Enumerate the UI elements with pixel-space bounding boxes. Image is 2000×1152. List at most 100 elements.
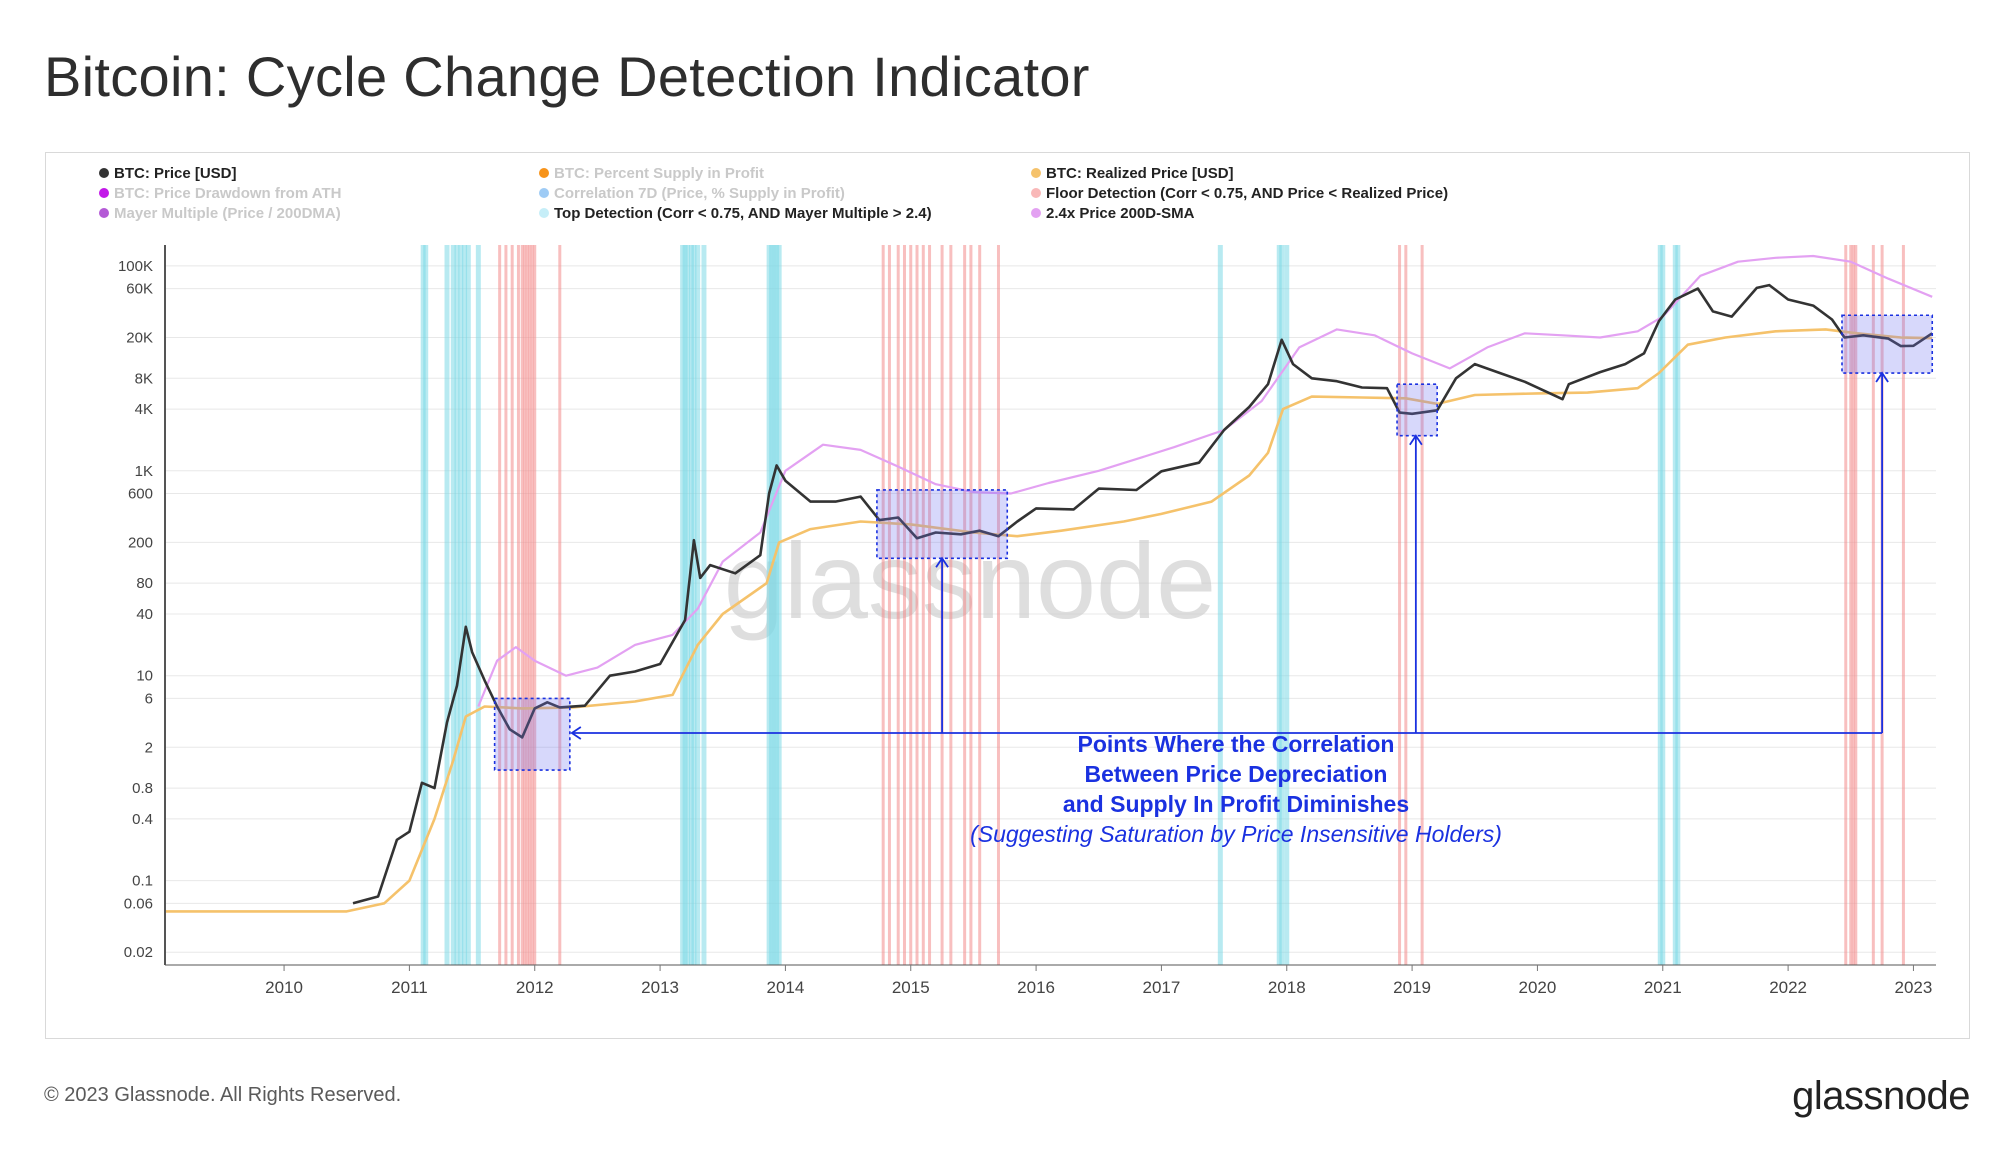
legend-dot <box>99 168 109 178</box>
top-detection-band <box>766 245 772 965</box>
floor-detection-band <box>498 245 502 965</box>
legend-dot <box>99 208 109 218</box>
floor-detection-band <box>1849 245 1853 965</box>
floor-detection-band <box>996 245 1000 965</box>
legend-label: Mayer Multiple (Price / 200DMA) <box>114 205 341 222</box>
y-tick-label: 60K <box>126 281 153 298</box>
x-tick-label: 2015 <box>892 978 930 997</box>
x-tick-label: 2012 <box>516 978 554 997</box>
legend-dot <box>539 208 549 218</box>
y-tick-label: 0.4 <box>132 811 153 828</box>
top-detection-band <box>691 245 697 965</box>
y-tick-label: 200 <box>128 534 153 551</box>
highlight-box <box>876 489 1009 560</box>
highlight-box <box>493 697 571 771</box>
floor-detection-band <box>1398 245 1402 965</box>
top-detection-band <box>458 245 464 965</box>
floor-detection-band <box>1901 245 1905 965</box>
x-tick-label: 2023 <box>1895 978 1933 997</box>
x-tick-label: 2020 <box>1519 978 1557 997</box>
floor-detection-band <box>921 245 925 965</box>
floor-detection-band <box>510 245 514 965</box>
top-detection-band <box>1675 245 1681 965</box>
top-detection-band <box>423 245 429 965</box>
series-btc-price-usd- <box>352 283 1933 905</box>
floor-detection-band <box>504 245 508 965</box>
annotation-line-2: Between Price Depreciation <box>1085 761 1388 787</box>
x-tick-label: 2017 <box>1143 978 1181 997</box>
floor-detection-band <box>949 245 953 965</box>
legend-label: BTC: Realized Price [USD] <box>1046 165 1234 182</box>
x-tick-label: 2011 <box>391 978 428 997</box>
annotation-line-3: and Supply In Profit Diminishes <box>1063 791 1409 817</box>
floor-detection-band <box>523 245 527 965</box>
top-detection-band <box>701 245 707 965</box>
series-lines <box>165 254 1933 913</box>
footer-copyright: © 2023 Glassnode. All Rights Reserved. <box>44 1084 402 1106</box>
x-tick-label: 2019 <box>1393 978 1431 997</box>
y-tick-label: 40 <box>136 606 153 623</box>
footer-brand-logo: glassnode <box>1792 1074 1970 1118</box>
floor-detection-band <box>1420 245 1424 965</box>
floor-detection-band <box>909 245 913 965</box>
y-tick-label: 4K <box>135 401 153 418</box>
legend-dot <box>539 188 549 198</box>
floor-detection-band <box>887 245 891 965</box>
floor-detection-band <box>1404 245 1408 965</box>
floor-detection-band <box>525 245 529 965</box>
floor-detection-band <box>558 245 562 965</box>
y-tick-label: 600 <box>128 486 153 503</box>
floor-detection-band <box>1851 245 1855 965</box>
annotation-line-4: (Suggesting Saturation by Price Insensit… <box>970 821 1502 847</box>
top-detection-band <box>695 245 701 965</box>
y-tick-label: 100K <box>118 258 153 275</box>
annotation-connectors <box>570 371 1889 740</box>
floor-detection-band <box>530 245 534 965</box>
floor-detection-band <box>520 245 524 965</box>
x-tick-label: 2018 <box>1268 978 1306 997</box>
y-tick-label: 10 <box>136 668 153 685</box>
annotation-arrowhead <box>570 726 582 740</box>
top-detection-band <box>1217 245 1223 965</box>
top-detection-band <box>475 245 481 965</box>
top-detection-band <box>776 245 782 965</box>
x-tick-label: 2013 <box>641 978 679 997</box>
legend-label: Floor Detection (Corr < 0.75, AND Price … <box>1046 185 1448 202</box>
x-tick-label: 2016 <box>1017 978 1055 997</box>
floor-detection-band <box>528 245 532 965</box>
legend-label: BTC: Price Drawdown from ATH <box>114 185 342 202</box>
highlight-box <box>1841 314 1934 374</box>
floor-detection-band <box>1871 245 1875 965</box>
page-title: Bitcoin: Cycle Change Detection Indicato… <box>44 45 1090 108</box>
y-tick-label: 0.02 <box>124 944 153 961</box>
legend-label: Correlation 7D (Price, % Supply in Profi… <box>554 185 845 202</box>
y-tick-label: 0.8 <box>132 780 153 797</box>
legend-dot <box>1031 188 1041 198</box>
legend-label: BTC: Price [USD] <box>114 165 237 182</box>
y-axis-ticks: 100K 60K 20K 8K 4K 1K 600 200 80 40 10 6 2 0.8 0.4 0.1 0… <box>118 258 153 961</box>
annotation-arrow-2015-head <box>935 556 949 568</box>
legend-dot <box>1031 208 1041 218</box>
top-detection-band <box>450 245 456 965</box>
top-detection-band <box>682 245 688 965</box>
x-tick-label: 2010 <box>265 978 303 997</box>
chart-frame: BTC: Price [USD] BTC: Percent Supply in P… <box>45 152 1970 1039</box>
y-tick-label: 2 <box>145 739 153 756</box>
annotation-arrow-2022-head <box>1875 371 1889 383</box>
legend-dot <box>539 168 549 178</box>
y-tick-label: 0.1 <box>132 873 153 890</box>
legend-dot <box>99 188 109 198</box>
x-tick-label: 2014 <box>766 978 804 997</box>
series-btc-realized-price-usd- <box>165 328 1933 913</box>
axes <box>164 245 1936 966</box>
chart-svg: BTC: Price [USD] BTC: Percent Supply in P… <box>99 165 1936 997</box>
legend-label: Top Detection (Corr < 0.75, AND Mayer Mu… <box>554 205 932 222</box>
floor-detection-bands <box>498 245 1905 965</box>
top-detection-bands <box>420 245 1681 965</box>
top-detection-band <box>771 245 777 965</box>
top-detection-band <box>462 245 468 965</box>
x-axis-ticks: 2010 2011 2012 2013 2014 2015 2016 2017 2018 2019… <box>265 965 1932 997</box>
y-tick-label: 80 <box>136 575 153 592</box>
legend-label: 2.4x Price 200D-SMA <box>1046 205 1195 222</box>
x-tick-label: 2022 <box>1769 978 1807 997</box>
